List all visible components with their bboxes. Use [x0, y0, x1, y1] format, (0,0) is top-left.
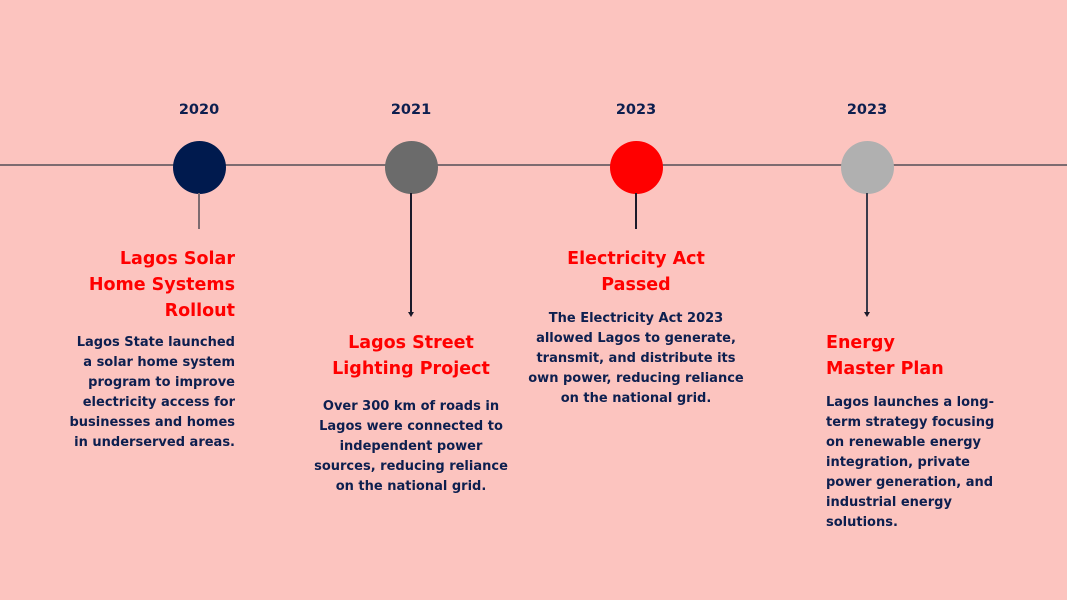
timeline-marker [172, 141, 226, 194]
event-year: 2020 [178, 102, 220, 118]
connector-line [635, 193, 637, 229]
connector-arrow-line [866, 193, 868, 312]
event-title: Electricity Act Passed [567, 249, 705, 295]
connector-line [198, 193, 200, 229]
arrow-down-icon [408, 312, 414, 317]
event-description: Lagos launches a long- term strategy foc… [826, 395, 995, 530]
event-title: Lagos Street Lighting Project [332, 333, 490, 379]
event-title: Energy Master Plan [826, 333, 944, 379]
event-year: 2023 [846, 102, 888, 118]
timeline-axis [0, 164, 1067, 166]
timeline-marker [609, 141, 663, 194]
event-description: Over 300 km of roads in Lagos were conne… [314, 399, 508, 494]
arrow-down-icon [864, 312, 870, 317]
timeline-marker [384, 141, 438, 194]
timeline-marker [840, 141, 894, 194]
event-year: 2021 [390, 102, 432, 118]
event-description: The Electricity Act 2023 allowed Lagos t… [528, 311, 744, 406]
event-title: Lagos Solar Home Systems Rollout [88, 249, 235, 321]
event-year: 2023 [615, 102, 657, 118]
connector-arrow-line [410, 193, 412, 312]
event-description: Lagos State launched a solar home system… [69, 335, 235, 450]
